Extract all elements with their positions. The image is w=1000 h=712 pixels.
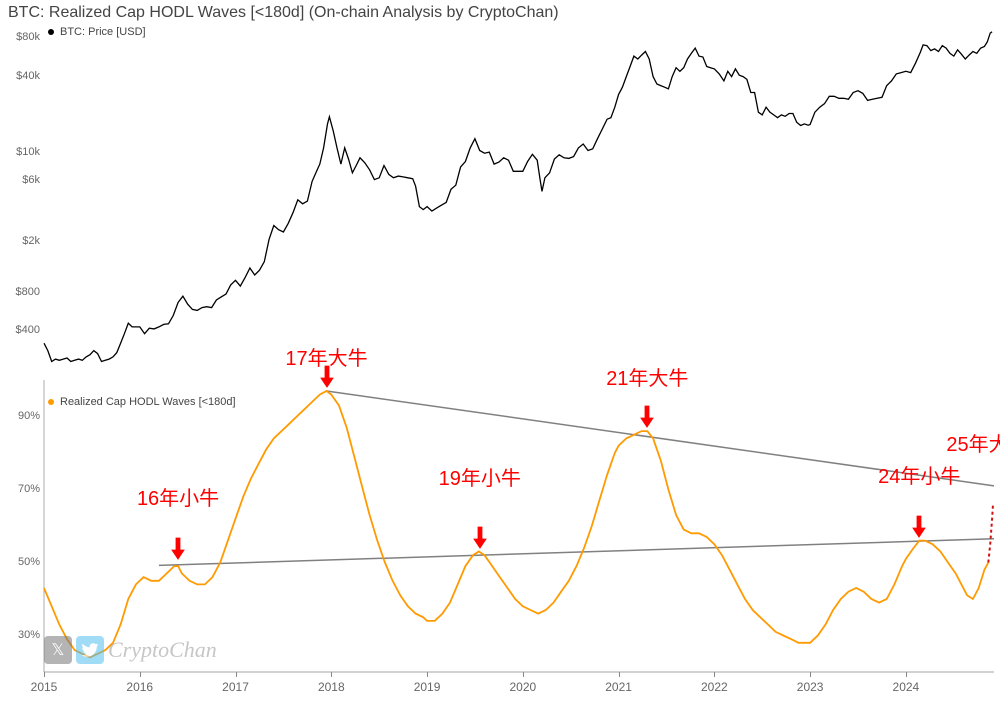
y-tick-label-price: $800: [0, 286, 40, 298]
x-tick: [331, 672, 332, 677]
x-tick-label: 2017: [222, 680, 249, 694]
legend-hodl: Realized Cap HODL Waves [<180d]: [48, 396, 236, 408]
x-tick: [140, 672, 141, 677]
x-tick-label: 2019: [414, 680, 441, 694]
legend-hodl-dot: [48, 399, 54, 405]
twitter-bird-icon: [76, 636, 104, 664]
x-tick-label: 2018: [318, 680, 345, 694]
x-tick: [236, 672, 237, 677]
y-tick-label-hodl: 30%: [0, 629, 40, 641]
annotation-label: 25年大牛?: [946, 428, 1000, 457]
down-arrow-icon: [910, 515, 928, 539]
y-tick-label-price: $2k: [0, 235, 40, 247]
x-tick-label: 2020: [509, 680, 536, 694]
x-tick: [44, 672, 45, 677]
x-tick-label: 2023: [797, 680, 824, 694]
x-tick: [523, 672, 524, 677]
legend-hodl-label: Realized Cap HODL Waves [<180d]: [60, 396, 236, 408]
chart-title: BTC: Realized Cap HODL Waves [<180d] (On…: [8, 4, 559, 22]
x-tick-label: 2015: [31, 680, 58, 694]
legend-price: BTC: Price [USD]: [48, 26, 146, 38]
x-tick: [810, 672, 811, 677]
x-tick-label: 2022: [701, 680, 728, 694]
y-tick-label-price: $6k: [0, 174, 40, 186]
legend-price-label: BTC: Price [USD]: [60, 26, 146, 38]
y-tick-label-hodl: 90%: [0, 410, 40, 422]
x-tick: [906, 672, 907, 677]
y-tick-label-price: $400: [0, 324, 40, 336]
y-tick-label-price: $80k: [0, 31, 40, 43]
annotation-label: 16年小牛: [137, 482, 219, 511]
x-tick: [427, 672, 428, 677]
down-arrow-icon: [318, 365, 336, 389]
legend-price-dot: [48, 29, 54, 35]
y-tick-label-price: $40k: [0, 70, 40, 82]
y-tick-label-hodl: 70%: [0, 483, 40, 495]
x-tick-label: 2016: [126, 680, 153, 694]
x-tick-label: 2021: [605, 680, 632, 694]
x-tick: [619, 672, 620, 677]
y-tick-label-price: $10k: [0, 146, 40, 158]
watermark-text: CryptoChan: [108, 637, 217, 663]
annotation-label: 24年小牛: [878, 460, 960, 489]
watermark: 𝕏 CryptoChan: [44, 636, 217, 664]
y-tick-label-hodl: 50%: [0, 556, 40, 568]
chart-root: BTC: Realized Cap HODL Waves [<180d] (On…: [0, 0, 1000, 712]
x-tick: [714, 672, 715, 677]
x-logo-icon: 𝕏: [44, 636, 72, 664]
annotation-label: 19年小牛: [439, 462, 521, 491]
x-tick-label: 2024: [893, 680, 920, 694]
chart-svg: [0, 0, 1000, 712]
annotation-label: 21年大牛: [606, 362, 688, 391]
down-arrow-icon: [169, 537, 187, 561]
down-arrow-icon: [471, 526, 489, 550]
down-arrow-icon: [638, 405, 656, 429]
